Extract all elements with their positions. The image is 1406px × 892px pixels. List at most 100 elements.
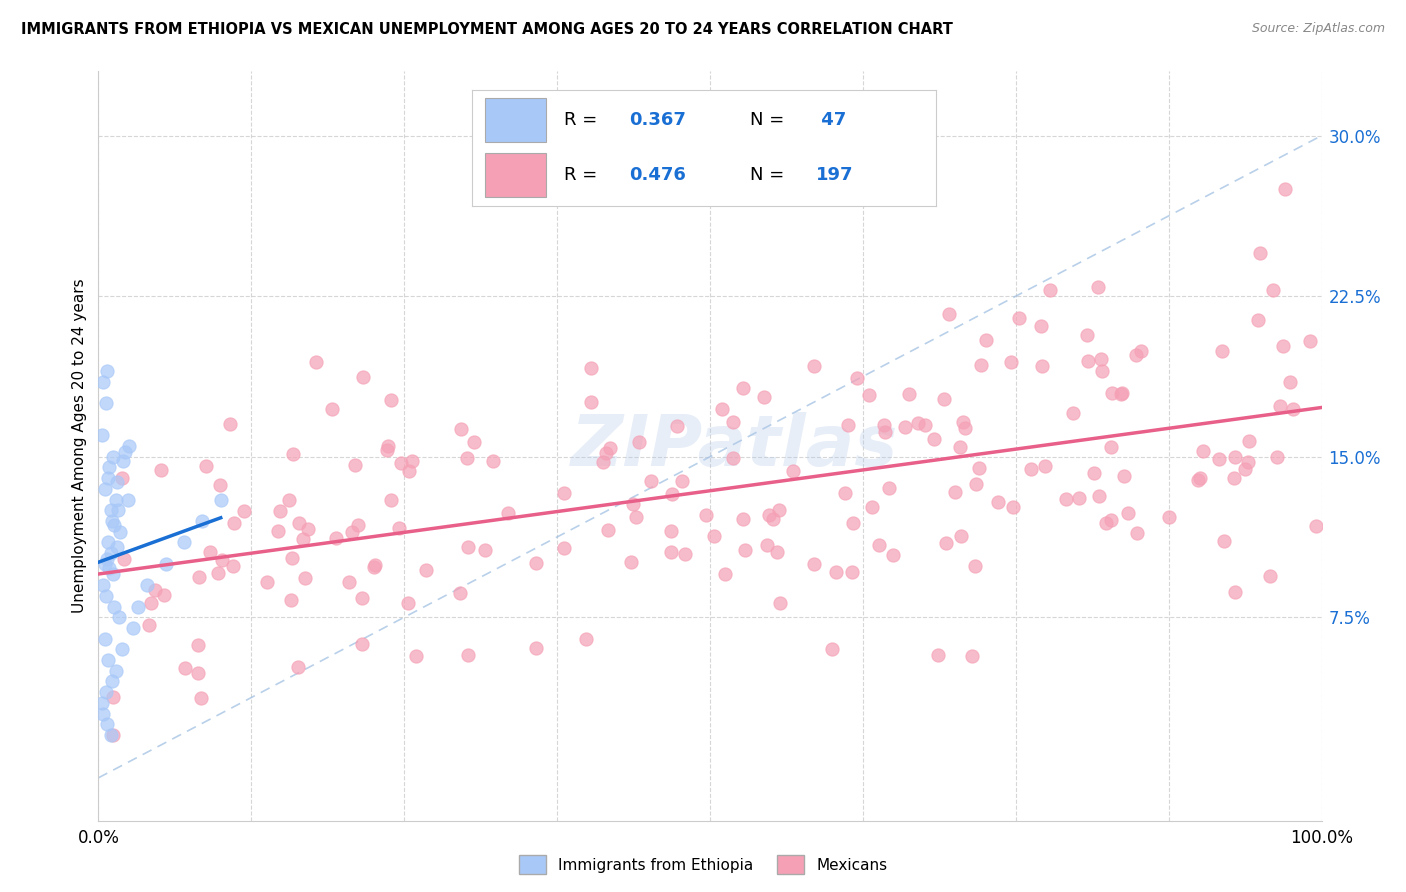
Point [769, 596, 792, 610]
Point [1187, 474, 1209, 488]
Point [352, 369, 374, 384]
Point [1250, 246, 1272, 260]
Point [1282, 402, 1305, 417]
Point [457, 648, 479, 662]
Point [281, 447, 304, 461]
Point [1109, 387, 1132, 401]
Point [842, 516, 865, 531]
Point [768, 503, 790, 517]
Point [101, 567, 124, 582]
Point [111, 642, 134, 657]
Point [924, 433, 946, 447]
Point [1125, 348, 1147, 362]
Point [364, 558, 387, 572]
Point [599, 441, 621, 455]
Point [1211, 343, 1233, 358]
Point [232, 503, 254, 517]
Point [104, 492, 127, 507]
Point [325, 532, 347, 546]
Point [474, 543, 496, 558]
Point [1191, 444, 1213, 458]
Point [1083, 466, 1105, 480]
Point [1223, 450, 1246, 464]
Text: ZIPatlas: ZIPatlas [571, 411, 898, 481]
Point [837, 417, 859, 432]
Point [380, 493, 402, 508]
Point [673, 547, 696, 561]
Point [803, 557, 825, 571]
Point [209, 478, 232, 492]
Point [882, 549, 904, 563]
Point [337, 574, 360, 589]
Point [222, 558, 245, 573]
Point [1270, 399, 1292, 413]
Point [96, 552, 118, 566]
Point [624, 510, 647, 524]
Point [111, 471, 134, 485]
Point [661, 487, 683, 501]
Point [143, 582, 166, 597]
Point [93, 482, 115, 496]
Point [671, 474, 693, 488]
Point [363, 560, 385, 574]
Point [398, 464, 420, 478]
Point [952, 415, 974, 429]
Point [91, 696, 114, 710]
Legend: Immigrants from Ethiopia, Mexicans: Immigrants from Ethiopia, Mexicans [513, 849, 893, 880]
Point [1265, 450, 1288, 464]
Point [103, 599, 125, 614]
Point [388, 521, 411, 535]
Point [1237, 434, 1260, 448]
Point [187, 638, 209, 652]
Point [640, 474, 662, 488]
Point [93, 557, 115, 571]
Point [1233, 462, 1256, 476]
Point [1261, 283, 1284, 297]
Point [1090, 351, 1112, 366]
Point [96, 717, 118, 731]
Point [405, 648, 427, 663]
Point [191, 514, 214, 528]
Point [127, 599, 149, 614]
Point [860, 500, 883, 515]
Point [1272, 339, 1295, 353]
Point [292, 532, 315, 546]
Point [280, 592, 302, 607]
Point [879, 481, 901, 495]
Point [721, 415, 744, 429]
Text: IMMIGRANTS FROM ETHIOPIA VS MEXICAN UNEMPLOYMENT AMONG AGES 20 TO 24 YEARS CORRE: IMMIGRANTS FROM ETHIOPIA VS MEXICAN UNEM… [21, 22, 953, 37]
Point [1094, 516, 1116, 530]
Point [97, 535, 120, 549]
Point [1031, 319, 1053, 334]
Point [415, 563, 437, 577]
Point [1112, 469, 1135, 483]
Point [834, 486, 856, 500]
Point [449, 586, 471, 600]
Point [100, 503, 122, 517]
Point [219, 417, 242, 432]
Point [463, 434, 485, 449]
Point [103, 518, 125, 533]
Point [1000, 355, 1022, 369]
Point [117, 492, 139, 507]
Point [1208, 452, 1230, 467]
Point [1212, 533, 1234, 548]
Point [765, 545, 787, 559]
Point [105, 475, 128, 490]
Point [101, 690, 124, 705]
Point [269, 504, 291, 518]
Point [305, 355, 328, 369]
Point [294, 571, 316, 585]
Point [659, 545, 682, 559]
Point [1076, 327, 1098, 342]
Point [100, 728, 122, 742]
Point [927, 648, 949, 662]
Point [91, 375, 114, 389]
Point [93, 632, 115, 646]
Point [824, 566, 846, 580]
Point [1087, 279, 1109, 293]
Point [101, 450, 124, 464]
Point [1101, 385, 1123, 400]
Point [962, 649, 984, 664]
Point [173, 535, 195, 549]
